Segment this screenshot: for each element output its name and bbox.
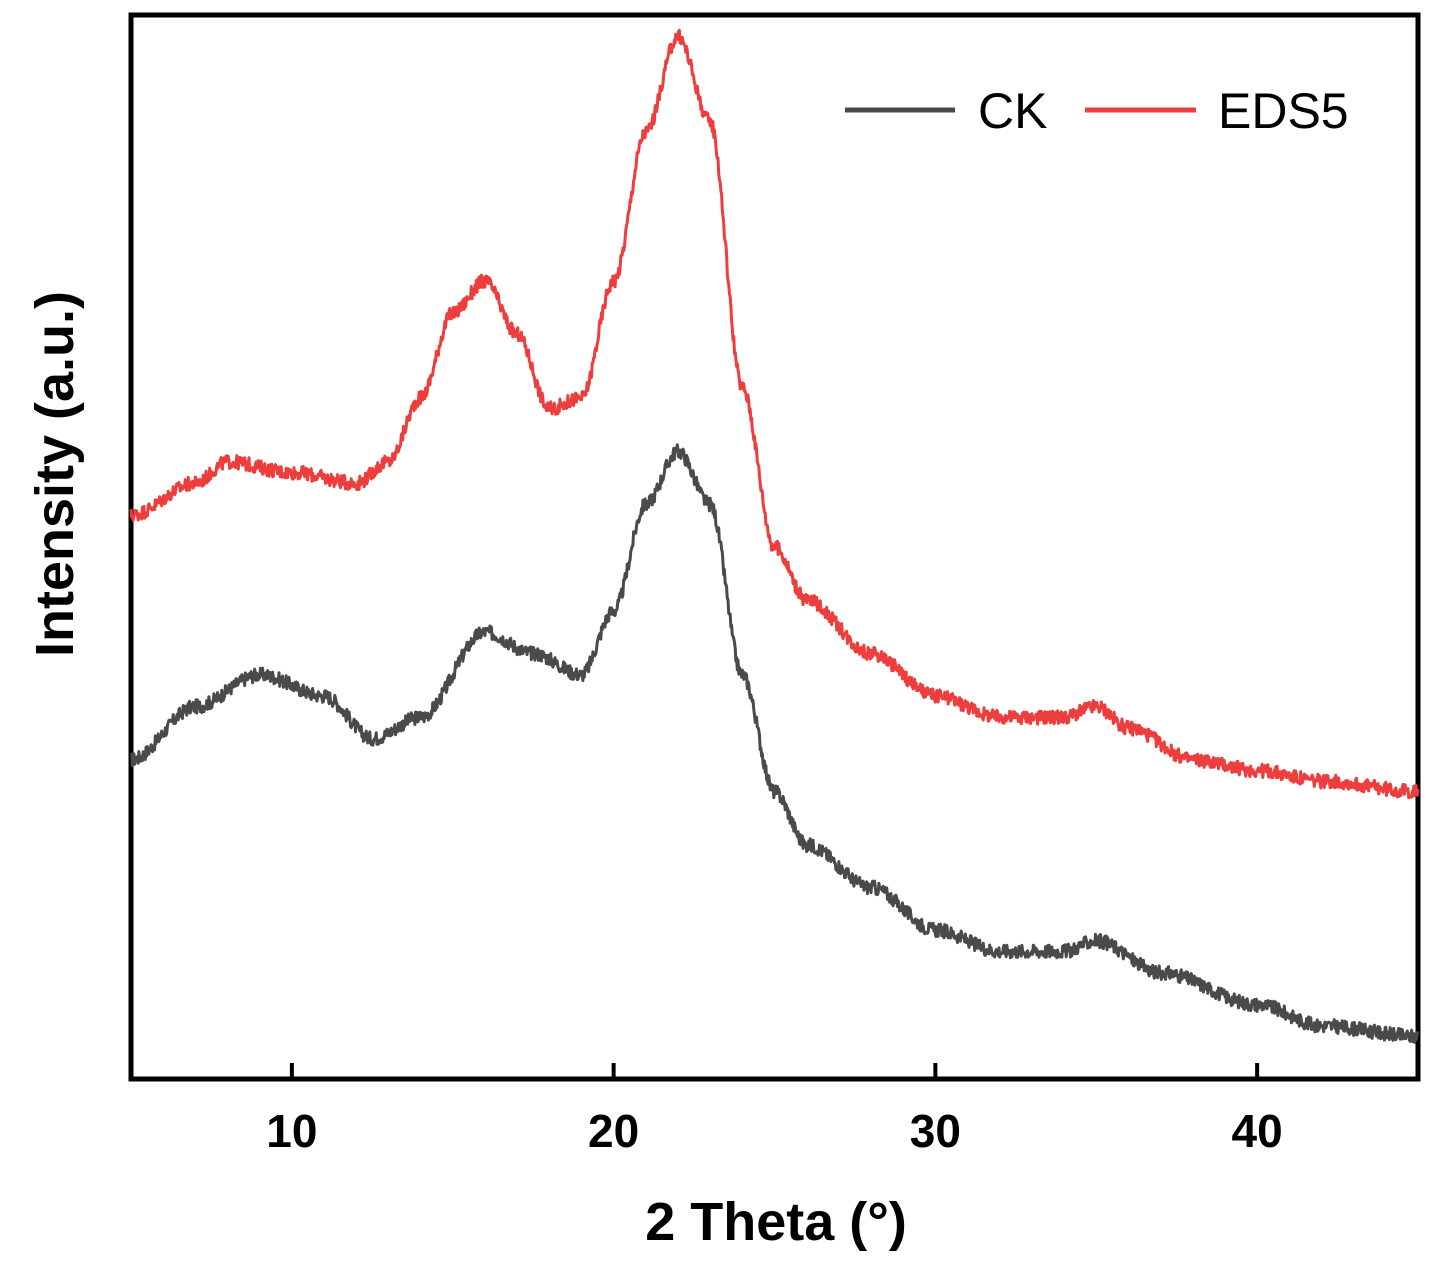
legend-label-eds5: EDS5 <box>1218 83 1349 139</box>
x-tick-label: 10 <box>266 1105 317 1157</box>
legend-label-ck: CK <box>978 83 1047 139</box>
series-line-ck <box>130 443 1420 1044</box>
y-axis-title: Intensity (a.u.) <box>25 291 85 657</box>
x-axis-title: 2 Theta (°) <box>645 1192 907 1252</box>
series-layer <box>129 28 1420 1044</box>
series-line-eds5 <box>129 28 1420 800</box>
x-tick-label: 30 <box>910 1105 961 1157</box>
x-tick-label: 20 <box>588 1105 639 1157</box>
plot-frame <box>128 12 1421 1082</box>
x-axis-ticks: 10 20 30 40 <box>266 1063 1283 1157</box>
x-tick-label: 40 <box>1232 1105 1283 1157</box>
legend: CK EDS5 <box>845 83 1349 139</box>
